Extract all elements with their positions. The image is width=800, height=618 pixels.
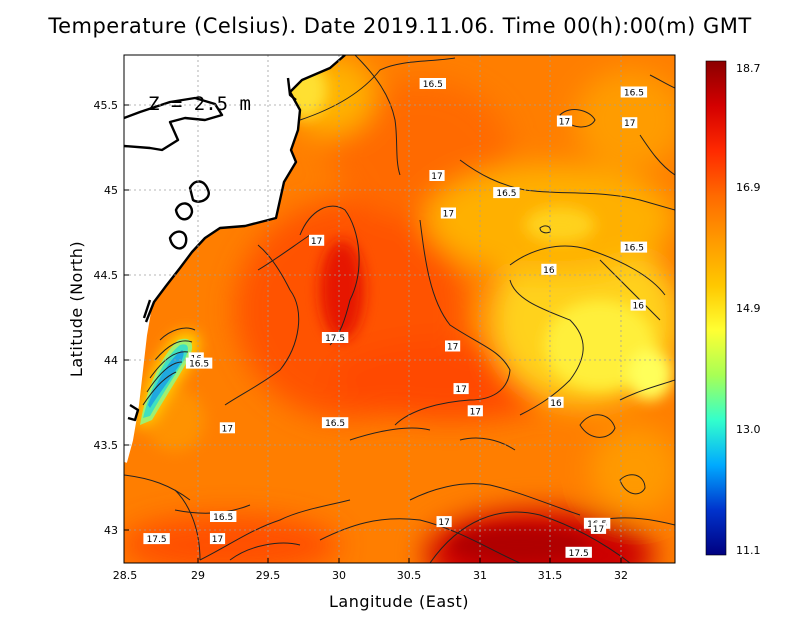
contour-label: 16 — [543, 266, 555, 276]
contour-label-box — [436, 516, 452, 528]
contour-label-box — [590, 522, 607, 534]
contour-label-box — [445, 340, 461, 352]
colorbar-label: 18.7 — [736, 62, 761, 75]
contour-label: 16 — [632, 302, 644, 312]
contour-label-box — [209, 533, 226, 545]
y-tick-label: 43.5 — [94, 439, 119, 452]
temperature-field: 16.5 16.5 17 17 17 16.5 17 17 16.5 16 16 17.5 17 16 16… — [124, 55, 675, 563]
contour-label: 17.5 — [325, 334, 345, 344]
contour-label-box — [440, 207, 456, 219]
contour-label-box — [185, 357, 213, 369]
x-tick-label: 31 — [473, 569, 487, 582]
colorbar-label: 13.0 — [736, 423, 761, 436]
colorbar-label: 16.9 — [736, 181, 761, 194]
tick-marks — [124, 104, 622, 563]
contour-label: 17 — [222, 424, 233, 434]
x-axis-title: Langitude (East) — [329, 592, 469, 611]
contour-label: 16.5 — [496, 189, 516, 199]
x-tick-label: 30.5 — [397, 569, 422, 582]
contour-label: 16.5 — [624, 89, 644, 99]
contour-label-box — [429, 170, 445, 181]
contour-label: 17.5 — [147, 535, 167, 545]
contour-label-box — [453, 383, 469, 395]
map-title: Temperature (Celsius). Date 2019.11.06. … — [48, 14, 752, 38]
contour-label-box — [556, 115, 573, 127]
contour-label: 16 — [550, 399, 562, 409]
plot-frame — [123, 54, 676, 564]
contour-label: 17 — [438, 518, 449, 528]
y-tick-label: 44 — [104, 354, 118, 367]
x-tick-labels: 28.5 29 29.5 30 30.5 31 31.5 32 — [113, 569, 628, 582]
colorbar-label: 11.1 — [736, 544, 761, 557]
contour-label-box — [620, 241, 648, 253]
contour-label-box — [620, 86, 648, 98]
contour-label-box — [309, 234, 325, 246]
contour-label-box — [622, 117, 638, 129]
colorbar: 18.7 16.9 14.9 13.0 11.1 — [705, 60, 761, 557]
colorbar-label: 14.9 — [736, 302, 761, 315]
contour-label: 17 — [443, 210, 454, 220]
y-tick-label: 45.5 — [94, 99, 119, 112]
contour-label: 17 — [447, 343, 458, 353]
contour-label-box — [565, 546, 592, 558]
contour-label: 17 — [431, 172, 442, 182]
contour-label: 17 — [455, 385, 466, 395]
contour-label-box — [219, 422, 235, 434]
y-axis-title: Latitude (North) — [67, 241, 86, 377]
contour-label: 16.5 — [325, 419, 345, 429]
contour-label-box — [493, 187, 520, 199]
contour-label-box — [321, 332, 349, 343]
contour-label-box — [143, 533, 170, 545]
contour-label: 17 — [212, 535, 223, 545]
x-tick-label: 31.5 — [538, 569, 563, 582]
contour-label-box — [548, 396, 564, 408]
gridlines — [124, 55, 675, 563]
contour-label: 17 — [624, 119, 635, 129]
contour-label-box — [541, 263, 557, 275]
contour-label: 16.5 — [624, 244, 644, 254]
contour-label-box — [210, 511, 237, 522]
contour-label-box — [467, 405, 483, 417]
contour-label: 16.5 — [189, 360, 209, 370]
contour-label: 17.5 — [569, 549, 589, 559]
x-tick-label: 29 — [191, 569, 205, 582]
contour-label: 17 — [311, 237, 322, 247]
x-tick-label: 28.5 — [113, 569, 138, 582]
contour-label-box — [321, 417, 349, 429]
land-mask — [124, 55, 345, 463]
coastline — [124, 55, 346, 422]
x-tick-label: 30 — [332, 569, 346, 582]
contour-label-box — [419, 78, 446, 89]
contour-label-box — [630, 299, 646, 311]
colorbar-ramp — [705, 60, 727, 556]
contour-label: 17 — [559, 118, 570, 128]
contour-label: 16.5 — [423, 80, 443, 90]
y-tick-label: 43 — [104, 524, 118, 537]
contour-label: 17 — [593, 525, 604, 535]
depth-label: Z = 2.5 m — [148, 93, 251, 115]
contour-labels: 16.5 16.5 17 17 17 16.5 17 17 16.5 16 16 17.5 17 16 16… — [143, 78, 648, 559]
y-tick-labels: 45.5 45 44.5 44 43.5 43 — [94, 99, 119, 537]
x-tick-label: 29.5 — [256, 569, 281, 582]
contour-label: 16.5 — [213, 513, 233, 523]
y-tick-label: 45 — [104, 184, 118, 197]
x-tick-label: 32 — [614, 569, 628, 582]
contour-label: 17 — [470, 407, 481, 417]
y-tick-label: 44.5 — [94, 269, 119, 282]
